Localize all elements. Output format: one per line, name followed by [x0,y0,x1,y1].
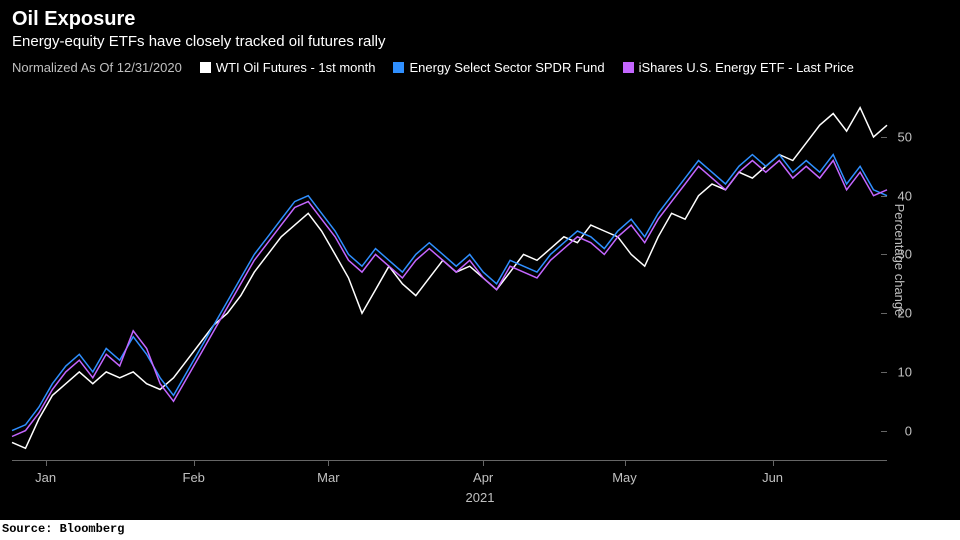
plot-area [12,90,887,460]
x-axis-line [12,460,887,461]
y-tick-label: 50 [898,129,912,144]
y-tick-label: 30 [898,247,912,262]
x-tick-mark [194,460,195,466]
legend-swatch [623,62,634,73]
chart-container: Oil Exposure Energy-equity ETFs have clo… [0,0,960,520]
x-tick-mark [773,460,774,466]
y-tick-label: 20 [898,306,912,321]
legend-label: iShares U.S. Energy ETF - Last Price [639,60,854,75]
x-tick-label: May [612,470,637,485]
y-tick-mark [881,196,887,197]
x-tick-label: Jan [35,470,56,485]
line-chart-svg [12,90,887,460]
y-tick-label: 40 [898,188,912,203]
x-tick-label: Feb [183,470,205,485]
legend: Normalized As Of 12/31/2020 WTI Oil Futu… [0,56,960,81]
legend-item-iye: iShares U.S. Energy ETF - Last Price [623,60,854,75]
x-tick-mark [328,460,329,466]
chart-subtitle: Energy-equity ETFs have closely tracked … [0,33,960,56]
x-tick-label: Apr [473,470,493,485]
series-wti [12,108,887,449]
x-axis-year: 2021 [466,490,495,505]
y-tick-mark [881,254,887,255]
legend-label: WTI Oil Futures - 1st month [216,60,376,75]
legend-swatch [200,62,211,73]
y-tick-mark [881,431,887,432]
legend-item-xle: Energy Select Sector SPDR Fund [393,60,604,75]
y-tick-mark [881,137,887,138]
legend-item-wti: WTI Oil Futures - 1st month [200,60,376,75]
chart-title: Oil Exposure [0,0,960,33]
series-xle [12,155,887,431]
x-tick-mark [625,460,626,466]
x-tick-label: Mar [317,470,339,485]
y-tick-label: 0 [905,423,912,438]
legend-swatch [393,62,404,73]
x-tick-mark [46,460,47,466]
y-tick-mark [881,313,887,314]
source-attribution: Source: Bloomberg [2,522,124,536]
normalized-label: Normalized As Of 12/31/2020 [12,60,182,75]
legend-label: Energy Select Sector SPDR Fund [409,60,604,75]
series-iye [12,161,887,437]
x-tick-label: Jun [762,470,783,485]
y-tick-label: 10 [898,364,912,379]
x-tick-mark [483,460,484,466]
y-tick-mark [881,372,887,373]
